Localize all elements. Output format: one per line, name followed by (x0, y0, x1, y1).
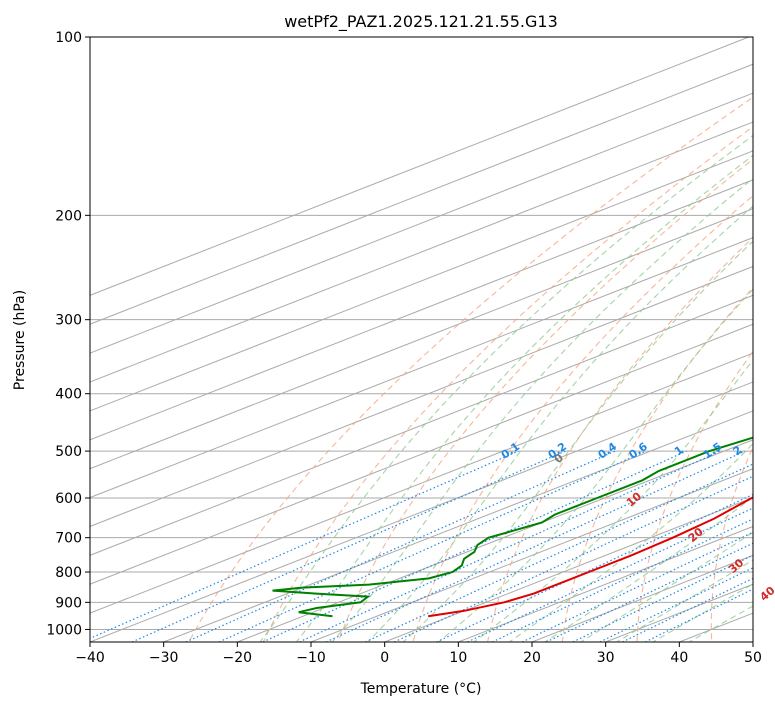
moist-adiabat-line (259, 134, 753, 642)
y-tick-label: 400 (55, 387, 82, 403)
moist-adiabat-line (472, 359, 753, 642)
moist-adiabat-line (615, 559, 753, 642)
mixing-ratio-line (325, 450, 746, 642)
dry-adiabat-line (561, 286, 753, 642)
x-tick-label: −20 (223, 650, 253, 666)
moist-adiabat-line (331, 177, 753, 642)
mixing-ratio-line (90, 450, 519, 640)
isotherm-line (90, 150, 753, 412)
dry-adiabat-line (487, 236, 753, 642)
isotherm-line (90, 179, 753, 441)
mixing-ratio-line (622, 577, 753, 642)
moist-adiabat-line (651, 583, 753, 642)
mixing-ratio-line (644, 588, 753, 642)
moist-adiabat-line (508, 442, 753, 642)
isotherm-line (90, 63, 753, 325)
x-tick-label: −10 (296, 650, 326, 666)
y-tick-label: 200 (55, 208, 82, 224)
y-tick-label: 1000 (46, 622, 82, 638)
moist-adiabat-label: 40 (757, 584, 775, 604)
x-tick-label: −30 (149, 650, 179, 666)
dry-adiabat-line (636, 350, 753, 642)
x-axis-label: Temperature (°C) (360, 681, 482, 697)
dry-adiabat-line (262, 126, 753, 642)
axis-ticks: −40 −30 −20 −10 0 10 20 30 40 50 100 200 300 400 500 60… (46, 30, 762, 666)
isotherm-line (458, 525, 753, 642)
y-tick-label: 100 (55, 30, 82, 46)
dry-adiabat-line (710, 445, 753, 642)
mixing-ratio-line (546, 542, 753, 642)
temperature-profile-line (428, 496, 753, 618)
x-tick-label: 30 (597, 650, 615, 666)
plot-frame (89, 36, 754, 643)
x-tick-label: −40 (75, 650, 105, 666)
dewpoint-profile-line (272, 436, 753, 618)
background-lines (90, 37, 753, 642)
isotherm-line (90, 352, 753, 614)
y-tick-label: 800 (55, 565, 82, 581)
isotherm-line (90, 265, 753, 527)
x-tick-label: 0 (380, 650, 389, 666)
isotherm-line (752, 641, 753, 642)
isotherm-line (237, 439, 753, 642)
mixing-ratio-line (131, 450, 566, 642)
y-tick-label: 700 (55, 531, 82, 547)
isotherm-line (384, 497, 753, 642)
isotherm-line (90, 92, 753, 354)
y-tick-label: 300 (55, 313, 82, 329)
x-tick-label: 40 (670, 650, 688, 666)
isotherm-line (163, 410, 753, 642)
moist-adiabat-line (437, 288, 753, 642)
y-tick-label: 500 (55, 444, 82, 460)
isotherm-line (90, 294, 753, 556)
isotherm-line (90, 381, 753, 642)
x-tick-label: 50 (744, 650, 762, 666)
y-tick-label: 900 (55, 595, 82, 611)
isotherm-line (90, 37, 749, 296)
y-tick-label: 600 (55, 491, 82, 507)
isotherm-line (310, 468, 753, 642)
isotherm-line (90, 208, 753, 470)
dry-adiabat-line (412, 194, 753, 642)
chart-title: wetPf2_PAZ1.2025.121.21.55.G13 (284, 12, 558, 32)
moist-adiabat-line (366, 205, 753, 642)
x-tick-label: 10 (449, 650, 467, 666)
isotherm-line (90, 237, 753, 499)
dry-adiabat-line (337, 158, 753, 642)
mixing-ratio-line (436, 493, 753, 642)
profile-lines (272, 436, 753, 618)
mixing-ratio-line (262, 450, 687, 642)
moist-adiabat-line (295, 154, 753, 642)
moist-adiabat-line (402, 240, 753, 642)
mixing-ratio-line (572, 554, 753, 642)
mixing-ratio-line (298, 450, 721, 642)
isotherm-line (90, 121, 753, 383)
plot-background (90, 37, 753, 642)
x-tick-label: 20 (523, 650, 541, 666)
isotherm-line (90, 323, 753, 585)
y-axis-label: Pressure (hPa) (12, 290, 28, 390)
mixing-ratio-line (365, 463, 753, 642)
dry-adiabat-line (188, 96, 753, 642)
mixing-ratio-line (218, 450, 647, 642)
